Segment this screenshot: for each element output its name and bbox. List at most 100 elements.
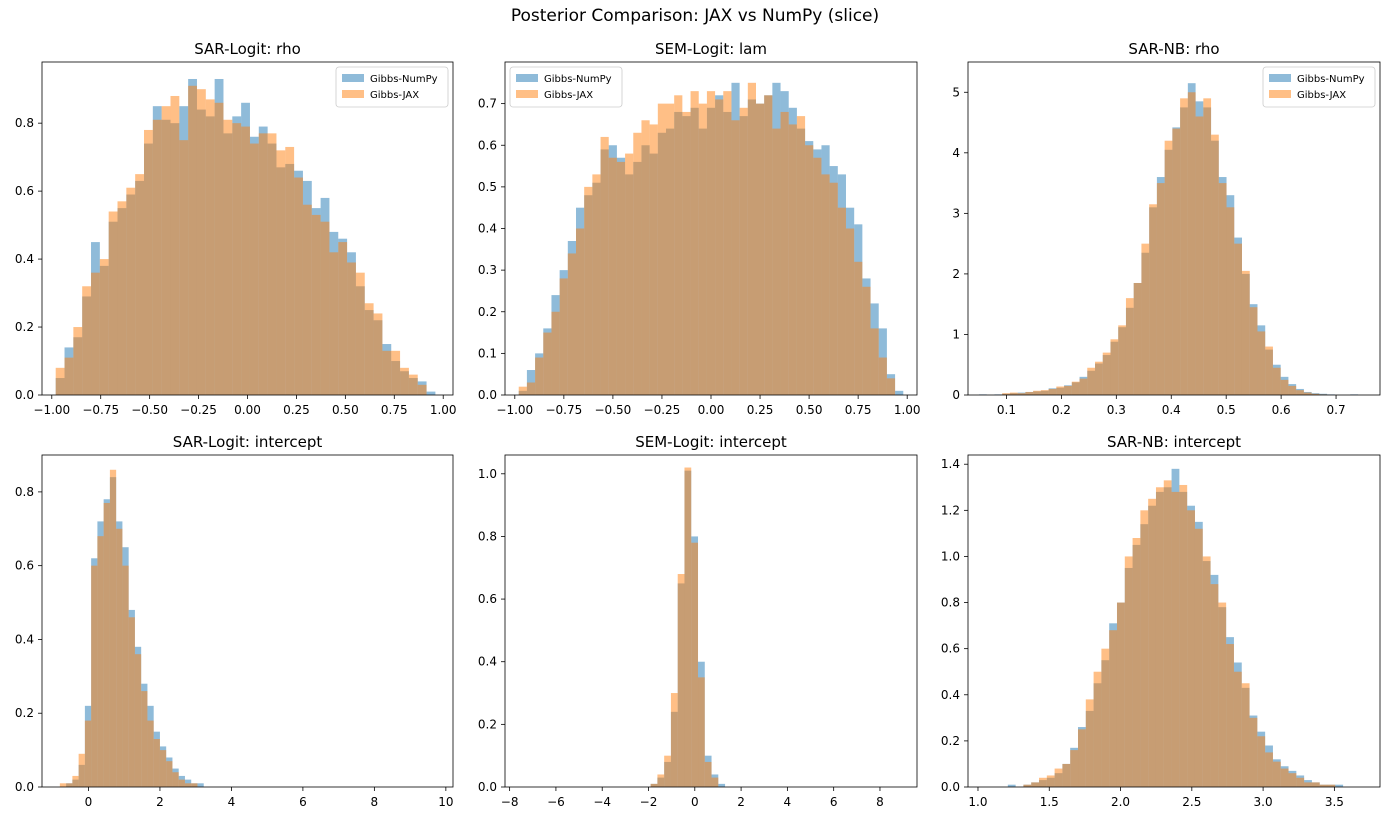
jax-bar [1319, 784, 1328, 787]
jax-bar [1202, 556, 1211, 787]
jax-bar [382, 350, 392, 395]
jax-bar [1093, 671, 1102, 787]
jax-bar [846, 228, 855, 395]
jax-bar [84, 720, 92, 787]
jax-bar [1039, 777, 1047, 787]
subplot-1: −1.00 −0.75 −0.50 −0.25 0.00 0.25 0.50 0.75 1.00… [15, 40, 457, 417]
jax-bar [1062, 763, 1071, 787]
x-tick-label: 1.00 [894, 403, 921, 417]
subplot-4: 0 2 4 6 8 10 0.0 0.2 0.4 0.6 0.8 SAR-Logit: interce… [15, 433, 454, 809]
x-tick-label: 8 [371, 795, 379, 809]
jax-bar [543, 332, 552, 395]
jax-bar [715, 99, 724, 396]
jax-bar [135, 174, 144, 395]
y-tick-label: 0.4 [15, 252, 34, 266]
jax-bar [232, 123, 242, 395]
jax-bar [698, 677, 705, 787]
x-tick-label: −0.75 [545, 403, 582, 417]
jax-bar [1234, 243, 1242, 395]
jax-bar [821, 174, 830, 395]
jax-bar [670, 693, 678, 787]
jax-bar [870, 328, 879, 395]
legend-swatch [342, 90, 364, 98]
jax-bar [764, 95, 773, 396]
jax-bar [1187, 510, 1195, 787]
x-tick-label: −0.25 [180, 403, 217, 417]
jax-bar [1078, 729, 1086, 787]
jax-bar [711, 777, 719, 787]
jax-bar [64, 357, 74, 395]
x-tick-label: 0 [85, 795, 93, 809]
jax-bar [723, 91, 732, 395]
jax-bar [347, 262, 356, 395]
y-tick-label: 3 [952, 206, 960, 220]
jax-bar [1132, 538, 1141, 787]
jax-bar [1257, 331, 1266, 395]
y-tick-label: 0.0 [478, 388, 497, 402]
jax-bar [1054, 768, 1063, 787]
jax-bar [1023, 784, 1032, 787]
jax-bar [1272, 761, 1281, 787]
legend: Gibbs-NumPy Gibbs-JAX [335, 66, 449, 108]
jax-bar [829, 182, 838, 395]
y-tick-label: 0.2 [478, 305, 497, 319]
jax-bar [141, 691, 148, 787]
x-tick-label: 1.5 [1040, 795, 1059, 809]
jax-bar [196, 89, 206, 396]
x-tick-label: −0.25 [644, 403, 681, 417]
jax-bar [55, 367, 65, 395]
jax-bar [796, 116, 806, 396]
y-tick-label: 0.4 [478, 222, 497, 236]
jax-bar [1031, 782, 1040, 787]
jax-bar [109, 469, 117, 787]
jax-bar [1164, 140, 1173, 395]
legend-label: Gibbs-NumPy [370, 74, 438, 85]
y-tick-label: 0.0 [941, 780, 960, 794]
jax-bar [584, 186, 593, 396]
y-tick-label: 0.8 [478, 529, 497, 543]
bars [978, 83, 1359, 396]
numpy-bar [1007, 784, 1016, 787]
x-tick-label: 2 [737, 795, 745, 809]
jax-bar [1180, 98, 1188, 395]
jax-bar [302, 204, 312, 395]
jax-bar [772, 128, 781, 395]
jax-bar [657, 103, 666, 395]
jax-bar [1288, 385, 1297, 395]
jax-bar [97, 536, 104, 787]
jax-bar [1101, 648, 1110, 787]
jax-bar [886, 378, 896, 395]
jax-bar [172, 772, 179, 787]
y-tick-label: 1 [952, 327, 960, 341]
jax-bar [103, 502, 110, 787]
jax-bar [417, 384, 427, 395]
jax-bar [122, 565, 129, 787]
x-tick-label: −1.00 [33, 403, 70, 417]
x-tick-label: −8 [501, 795, 519, 809]
y-tick-label: 0.6 [478, 592, 497, 606]
jax-bar [747, 82, 756, 395]
jax-bar [567, 253, 576, 395]
jax-bar [1304, 782, 1312, 787]
x-tick-label: 0.1 [997, 403, 1016, 417]
y-tick-label: 0.6 [15, 559, 34, 573]
jax-bar [285, 146, 295, 395]
jax-bar [108, 211, 118, 395]
legend-label: Gibbs-JAX [1297, 90, 1346, 101]
jax-bar [1187, 92, 1196, 396]
jax-bar [179, 140, 189, 395]
jax-bar [159, 750, 167, 787]
jax-bar [625, 153, 634, 395]
jax-bar [1327, 784, 1336, 787]
y-tick-label: 5 [952, 85, 960, 99]
legend-label: Gibbs-JAX [544, 90, 593, 101]
jax-bar [147, 720, 154, 787]
jax-bar [649, 124, 658, 395]
y-tick-label: 0.4 [478, 655, 497, 669]
jax-bar [1102, 352, 1111, 395]
jax-bar [126, 187, 136, 395]
legend-label: Gibbs-NumPy [544, 74, 612, 85]
y-tick-label: 0.6 [478, 138, 497, 152]
legend-swatch [516, 90, 538, 98]
